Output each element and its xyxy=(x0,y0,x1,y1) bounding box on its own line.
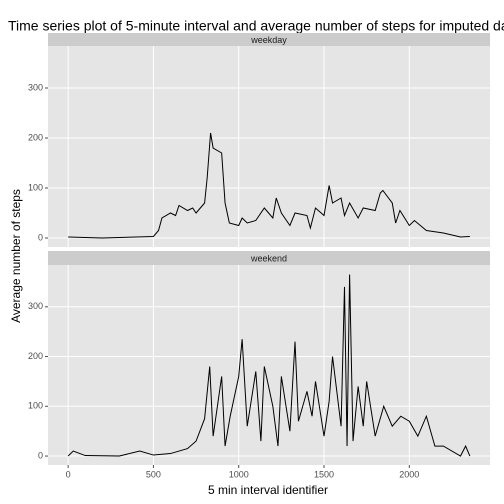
x-tick-label: 2000 xyxy=(399,469,419,479)
x-tick-label: 500 xyxy=(146,469,161,479)
x-tick-label: 1500 xyxy=(314,469,334,479)
y-tick-label: 0 xyxy=(38,450,43,460)
strip-label: weekday xyxy=(250,35,287,45)
strip-label: weekend xyxy=(250,253,287,263)
x-axis-label: 5 min interval identifier xyxy=(208,483,328,497)
y-tick-label: 200 xyxy=(28,351,43,361)
data-line xyxy=(67,274,471,457)
y-tick-label: 300 xyxy=(28,82,43,92)
y-tick-label: 300 xyxy=(28,301,43,311)
y-tick-label: 100 xyxy=(28,401,43,411)
chart-title: Time series plot of 5-minute interval an… xyxy=(8,18,504,34)
x-tick-label: 0 xyxy=(66,469,71,479)
y-tick-label: 200 xyxy=(28,132,43,142)
panel-background xyxy=(48,46,490,247)
y-tick-label: 0 xyxy=(38,232,43,242)
panel-background xyxy=(48,265,490,465)
strip xyxy=(48,251,490,265)
strip xyxy=(48,33,490,46)
y-tick-label: 100 xyxy=(28,182,43,192)
y-axis-label: Average number of steps xyxy=(9,189,23,323)
data-line xyxy=(68,132,470,239)
x-tick-label: 1000 xyxy=(229,469,249,479)
